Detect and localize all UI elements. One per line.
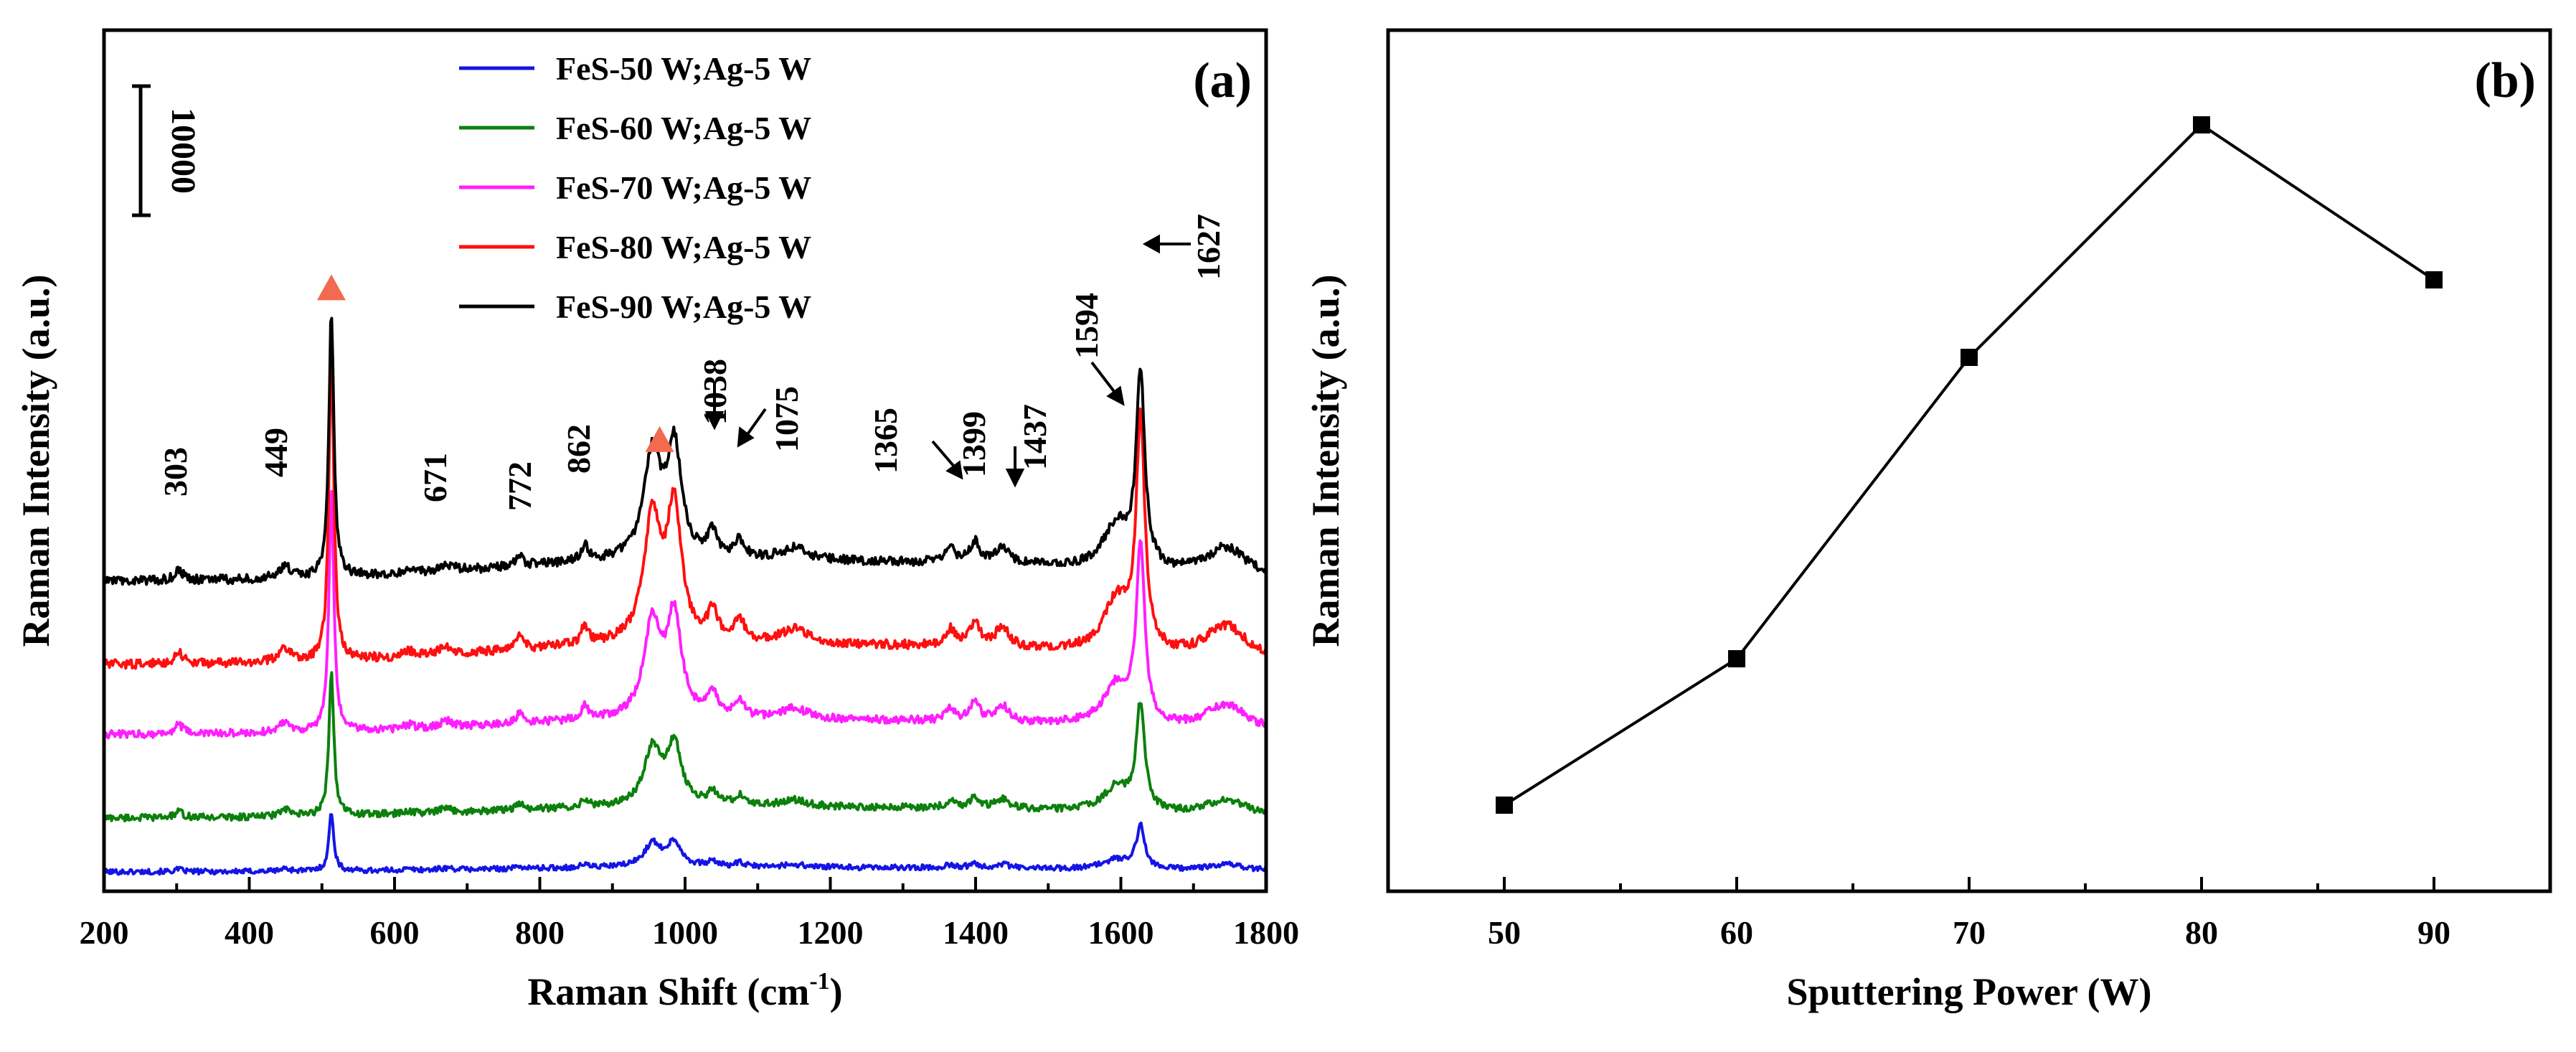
spectrum-series-2 (103, 671, 1267, 823)
panel-a-chart: 200 400 600 800 1000 1200 1400 1600 1800 (a) 100… (14, 28, 1299, 1013)
panel-b-xtick-label: 60 (1720, 914, 1753, 951)
peak-label-1594: 1594 (1068, 293, 1105, 359)
arrow-1399-head (945, 460, 963, 480)
panel-b-xtick-label: 70 (1953, 914, 1986, 951)
data-point-square (1728, 650, 1745, 667)
legend-label: FeS-90 W;Ag-5 W (556, 288, 811, 325)
panel-a-xtick-label: 600 (370, 914, 420, 951)
spectrum-series-5 (103, 316, 1267, 586)
panel-b-xtick-label: 90 (2417, 914, 2450, 951)
peak-label-1399: 1399 (956, 411, 992, 477)
arrow-1075-head (737, 426, 755, 448)
peak-marker-triangle (316, 274, 346, 301)
scale-bar-label: 10000 (164, 108, 202, 194)
power-intensity-line (1503, 123, 2435, 807)
panel-b-label: (b) (2474, 53, 2536, 108)
peak-label-862: 862 (560, 424, 597, 474)
arrow-1594 (1090, 361, 1117, 395)
panel-b-x-ticks: 50 60 70 80 90 (1387, 877, 2552, 951)
panel-a-x-ticks: 200 400 600 800 1000 1200 1400 1600 1800 (80, 877, 1299, 951)
panel-a-xtick-label: 1600 (1088, 914, 1154, 951)
arrow-1437-head (1005, 469, 1025, 488)
spectrum-series-3 (103, 489, 1267, 740)
arrow-1594-head (1106, 385, 1125, 406)
panel-a-xtick-label: 1200 (798, 914, 864, 951)
legend-label: FeS-50 W;Ag-5 W (556, 50, 811, 87)
peak-marker-triangle (645, 426, 674, 452)
panel-b-plot-frame (1386, 28, 2552, 893)
panel-b-xlabel: Sputtering Power (W) (1787, 970, 2152, 1013)
legend-label: FeS-60 W;Ag-5 W (556, 110, 811, 146)
peak-label-1627: 1627 (1190, 214, 1227, 280)
peak-label-449: 449 (258, 428, 294, 477)
panel-a-markers (316, 274, 674, 452)
arrow-1075 (745, 408, 767, 438)
data-point-square (1961, 349, 1978, 366)
annotation-arrows (704, 234, 1191, 488)
panel-a-xlabel-sup: -1 (809, 968, 829, 995)
data-point-square (1496, 797, 1513, 814)
spectrum-series-4 (103, 345, 1267, 670)
panel-b-series-group (1496, 116, 2443, 814)
panel-a-xlabel-main: Raman Shift (cm (527, 970, 809, 1013)
panel-a-xtick-label: 800 (515, 914, 565, 951)
panel-a-legend: FeS-50 W;Ag-5 W FeS-60 W;Ag-5 W FeS-70 W;A… (459, 50, 811, 325)
panel-a-xtick-label: 1400 (943, 914, 1009, 951)
data-point-square (2193, 116, 2210, 133)
arrow-1038-head (704, 411, 725, 431)
peak-label-303: 303 (157, 447, 194, 497)
panel-a-xtick-label: 1800 (1233, 914, 1299, 951)
arrow-1627-head (1142, 234, 1160, 254)
legend-label: FeS-80 W;Ag-5 W (556, 229, 811, 266)
panel-b-xtick-label: 80 (2185, 914, 2218, 951)
arrow-1399 (931, 440, 956, 468)
panel-a-xtick-label: 200 (80, 914, 129, 951)
peak-label-671: 671 (417, 453, 453, 502)
panel-b-ylabel: Raman Intensity (a.u.) (1304, 274, 1347, 647)
legend-label: FeS-70 W;Ag-5 W (556, 169, 811, 206)
panel-a-xlabel: Raman Shift (cm-1) (527, 968, 842, 1013)
data-point-square (2425, 271, 2443, 288)
panel-b-chart: 50 60 70 80 90 (b) Raman Intensity (a.u.) Sp… (1304, 28, 2552, 1013)
peak-label-1075: 1075 (768, 386, 805, 452)
panel-a-xlabel-close: ) (830, 970, 843, 1013)
spectrum-series-1 (103, 813, 1267, 876)
peak-label-772: 772 (501, 461, 538, 511)
panel-a-xtick-label: 400 (225, 914, 274, 951)
panel-a-label: (a) (1193, 53, 1252, 108)
peak-label-1437: 1437 (1016, 404, 1053, 470)
panel-a-ylabel: Raman Intensity (a.u.) (14, 274, 57, 647)
peak-label-1365: 1365 (867, 408, 904, 474)
panel-a-xtick-label: 1000 (652, 914, 718, 951)
scale-bar: 10000 (132, 84, 202, 217)
panel-a-series-group (103, 316, 1267, 876)
panel-b-xtick-label: 50 (1488, 914, 1521, 951)
